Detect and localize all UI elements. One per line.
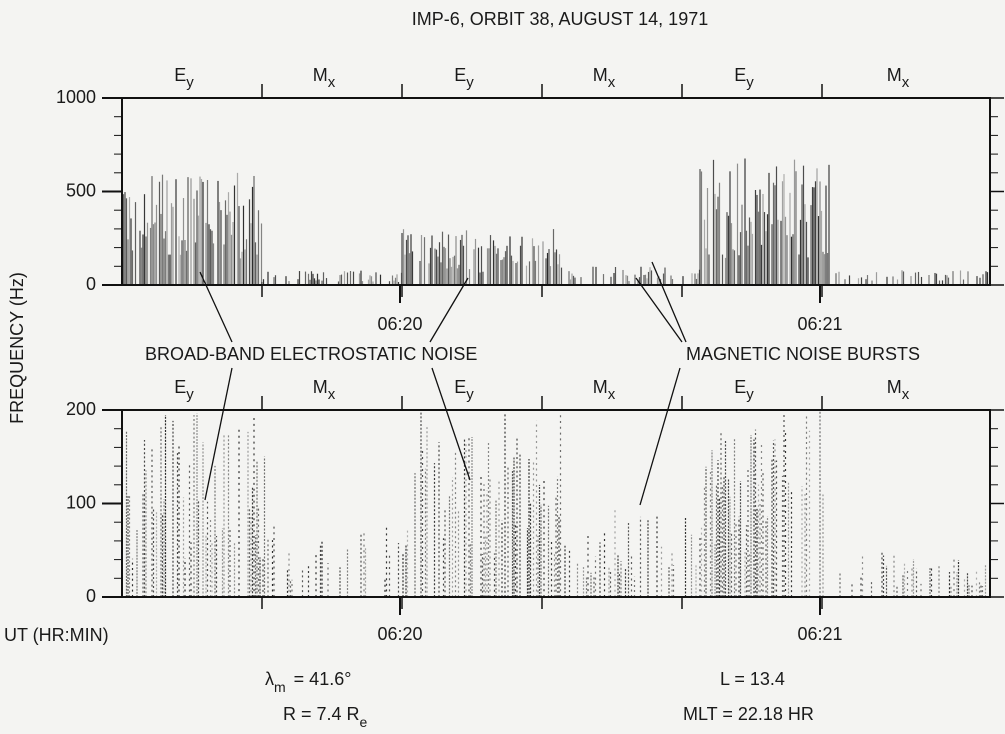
segment-label: Mx [313,65,336,91]
segment-name: E [454,377,466,397]
segment-label: Ey [454,377,474,403]
segment-label: Ey [174,377,194,403]
annotation: MAGNETIC NOISE BURSTS [686,344,920,364]
value: = 41.6° [294,669,352,689]
parameter: R = 7.4 Re [283,704,368,730]
pointer [639,367,681,506]
figure-title: IMP-6, ORBIT 38, AUGUST 14, 1971 [412,9,708,29]
segment-label: Ey [734,65,754,91]
spectrogram-texture [121,158,989,285]
segment-name: E [734,377,746,397]
segment-subscript: y [186,74,194,91]
segment-name: M [313,377,328,397]
parameter: L = 13.4 [720,669,785,689]
segment-name: E [174,377,186,397]
segment-name: M [887,377,902,397]
segment-name: E [454,65,466,85]
subscript: m [274,679,286,695]
segment-subscript: y [746,74,754,91]
pointer-lines [199,261,687,506]
segment-name: E [174,65,186,85]
y-axis-label: FREQUENCY (Hz) [7,272,27,424]
segment-label: Mx [593,377,616,403]
annotation: BROAD-BAND ELECTROSTATIC NOISE [145,344,477,364]
subscript: e [360,714,368,730]
segment-subscript: x [608,386,616,403]
pointer [429,277,469,343]
segment-name: M [313,65,328,85]
segment-label: Ey [734,377,754,403]
segment-name: M [887,65,902,85]
segment-subscript: x [902,386,910,403]
y-tick-label: 200 [66,399,96,419]
x-tick-label: 06:21 [797,624,842,644]
segment-label: Mx [887,65,910,91]
segment-subscript: x [608,74,616,91]
segment-name: M [593,377,608,397]
symbol: λ [265,669,274,689]
x-axis-label: UT (HR:MIN) [4,625,109,645]
pointer [635,277,683,343]
y-tick-label: 100 [66,492,96,512]
segment-subscript: y [466,386,474,403]
segment-subscript: y [746,386,754,403]
parameter: MLT = 22.18 HR [683,704,814,724]
pointer [431,367,471,481]
y-tick-label: 0 [86,274,96,294]
y-tick-label: 0 [86,586,96,606]
segment-subscript: x [902,74,910,91]
segment-label: Mx [887,377,910,403]
pointer [199,271,233,343]
segment-name: E [734,65,746,85]
value: R = 7.4 R [283,704,360,724]
parameter: λm = 41.6° [265,669,351,695]
pointer [204,367,233,501]
segment-subscript: x [328,74,336,91]
pointer [651,261,687,343]
x-tick-label: 06:20 [377,624,422,644]
y-tick-label: 1000 [56,87,96,107]
segment-label: Ey [454,65,474,91]
segment-label: Mx [593,65,616,91]
spectrogram-texture [121,410,987,597]
segment-label: Mx [313,377,336,403]
x-tick-label: 06:21 [797,314,842,334]
segment-subscript: y [466,74,474,91]
x-tick-label: 06:20 [377,314,422,334]
segment-name: M [593,65,608,85]
segment-label: Ey [174,65,194,91]
segment-subscript: y [186,386,194,403]
y-tick-label: 500 [66,180,96,200]
segment-subscript: x [328,386,336,403]
